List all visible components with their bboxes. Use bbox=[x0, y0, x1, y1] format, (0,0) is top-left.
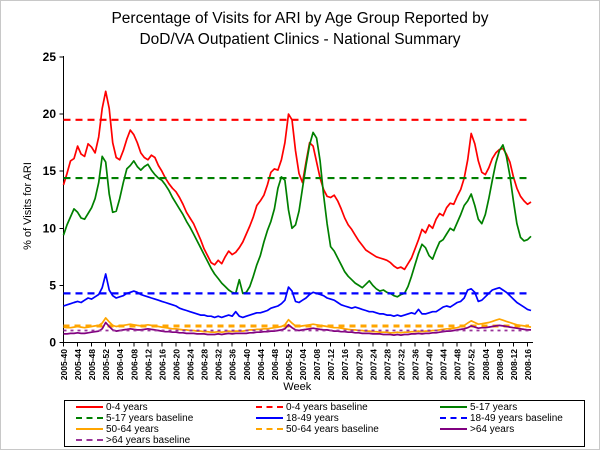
legend-dashed-line-swatch bbox=[256, 406, 283, 408]
legend-item: >64 years baseline bbox=[76, 434, 256, 446]
x-tick-label: 2006-12 bbox=[143, 349, 153, 380]
legend-solid-line-swatch bbox=[256, 417, 283, 419]
legend-solid-line-swatch bbox=[76, 406, 103, 408]
legend-label: 0-4 years baseline bbox=[286, 401, 368, 413]
x-tick-label: 2007-32 bbox=[396, 349, 406, 380]
legend-item: 0-4 years bbox=[76, 401, 256, 413]
x-tick-label: 2006-16 bbox=[157, 349, 167, 380]
legend-item: 18-49 years bbox=[256, 412, 440, 424]
legend-label: 0-4 years bbox=[106, 401, 148, 413]
legend-label: >64 years baseline bbox=[106, 434, 191, 446]
x-tick-label: 2007-12 bbox=[326, 349, 336, 380]
y-tick-label: 0 bbox=[49, 336, 56, 350]
x-tick-label: 2005-44 bbox=[73, 349, 83, 380]
legend-label: 50-64 years baseline bbox=[286, 423, 379, 435]
chart-title-line1: Percentage of Visits for ARI by Age Grou… bbox=[111, 10, 489, 27]
x-tick-label: 2008-12 bbox=[509, 349, 519, 380]
legend-label: 18-49 years bbox=[286, 412, 339, 424]
x-tick-label: 2007-16 bbox=[340, 349, 350, 380]
series-line-0-4-years bbox=[62, 90, 532, 271]
series-line-5-17-years bbox=[62, 131, 532, 298]
x-tick-label: 2006-40 bbox=[242, 349, 252, 380]
x-tick-label: 2006-08 bbox=[129, 349, 139, 380]
x-tick-label: 2007-28 bbox=[382, 349, 392, 380]
legend-item: 5-17 years baseline bbox=[76, 412, 256, 424]
legend-label: 50-64 years bbox=[106, 423, 159, 435]
x-tick-label: 2007-08 bbox=[312, 349, 322, 380]
legend-dashed-line-swatch bbox=[76, 417, 103, 419]
x-tick-label: 2006-28 bbox=[200, 349, 210, 380]
x-tick-label: 2005-48 bbox=[87, 349, 97, 380]
x-tick-label: 2006-04 bbox=[115, 349, 125, 380]
legend-solid-line-swatch bbox=[76, 428, 103, 430]
legend-item: 50-64 years baseline bbox=[256, 423, 440, 435]
x-tick-label: 2006-24 bbox=[186, 349, 196, 380]
legend-solid-line-swatch bbox=[440, 406, 467, 408]
x-tick-label: 2008-08 bbox=[495, 349, 505, 380]
legend-label: 18-49 years baseline bbox=[470, 412, 563, 424]
legend-dashed-line-swatch bbox=[76, 439, 103, 441]
y-tick-label: 10 bbox=[43, 221, 57, 235]
legend-label: 5-17 years baseline bbox=[106, 412, 194, 424]
y-tick-label: 20 bbox=[43, 107, 57, 121]
x-tick-label: 2006-20 bbox=[171, 349, 181, 380]
legend-item: 18-49 years baseline bbox=[440, 412, 584, 424]
y-tick-label: 5 bbox=[49, 278, 56, 292]
x-tick-label: 2006-32 bbox=[214, 349, 224, 380]
legend-dashed-line-swatch bbox=[256, 428, 283, 430]
x-axis-title: Week bbox=[283, 381, 311, 393]
x-tick-label: 2007-20 bbox=[354, 349, 364, 380]
x-tick-label: 2006-52 bbox=[284, 349, 294, 380]
chart-title-line2: DoD/VA Outpatient Clinics - National Sum… bbox=[139, 31, 461, 48]
x-tick-label: 2007-40 bbox=[425, 349, 435, 380]
y-axis-title: % of Visits for ARI bbox=[22, 162, 34, 250]
legend-item: 5-17 years bbox=[440, 401, 584, 413]
legend-item: 0-4 years baseline bbox=[256, 401, 440, 413]
legend-solid-line-swatch bbox=[440, 428, 467, 430]
x-tick-label: 2006-44 bbox=[256, 349, 266, 380]
x-tick-label: 2008-04 bbox=[481, 349, 491, 380]
x-tick-label: 2005-40 bbox=[59, 349, 69, 380]
x-tick-label: 2007-36 bbox=[411, 349, 421, 380]
legend-item: >64 years bbox=[440, 423, 584, 435]
x-tick-label: 2008-16 bbox=[523, 349, 533, 380]
x-tick-label: 2006-36 bbox=[228, 349, 238, 380]
legend-box: 0-4 years 0-4 years baseline 5-17 years 5-1… bbox=[64, 400, 585, 447]
legend-dashed-line-swatch bbox=[440, 417, 467, 419]
x-tick-label: 2005-52 bbox=[101, 349, 111, 380]
plot-area: 0 5 10 15 20 25 2005-40 2005-44 2005-48 2005-52 20… bbox=[22, 50, 533, 393]
legend-label: >64 years bbox=[470, 423, 515, 435]
chart-title: Percentage of Visits for ARI by Age Grou… bbox=[1, 8, 599, 50]
x-tick-label: 2006-48 bbox=[270, 349, 280, 380]
legend-item: 50-64 years bbox=[76, 423, 256, 435]
x-tick-label: 2007-48 bbox=[453, 349, 463, 380]
x-tick-label: 2007-44 bbox=[439, 349, 449, 380]
series-line-18-49-years bbox=[63, 273, 532, 319]
x-tick-label: 2007-04 bbox=[298, 349, 308, 380]
y-tick-label: 15 bbox=[43, 164, 57, 178]
y-tick-label: 25 bbox=[43, 50, 57, 64]
x-tick-label: 2007-52 bbox=[467, 349, 477, 380]
legend-label: 5-17 years bbox=[470, 401, 518, 413]
x-tick-label: 2007-24 bbox=[368, 349, 378, 380]
